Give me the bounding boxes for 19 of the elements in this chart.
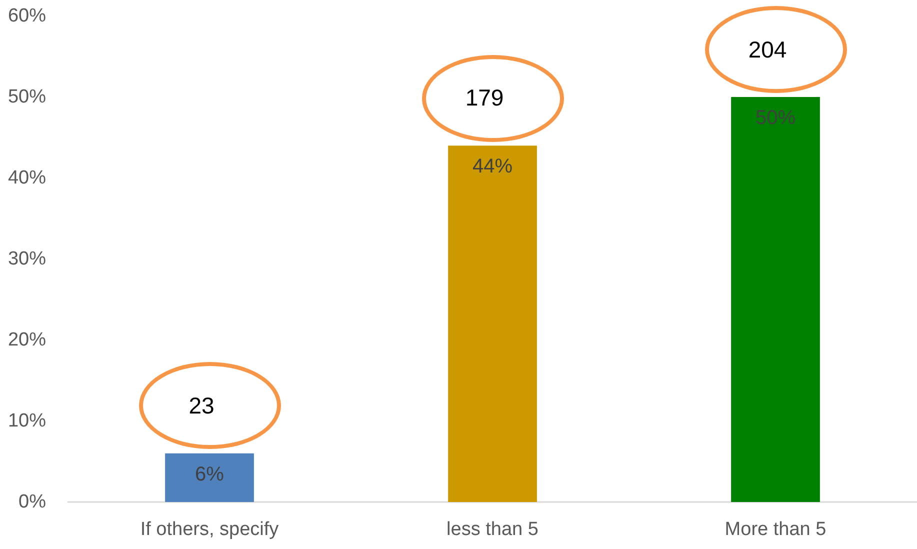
x-tick-label: More than 5	[724, 519, 826, 540]
y-tick-label: 30%	[8, 248, 46, 270]
bar	[731, 97, 820, 502]
annotation: 179	[465, 84, 504, 112]
data-label: 6%	[195, 463, 224, 486]
y-tick-label: 40%	[8, 168, 46, 188]
x-tick-label: less than 5	[446, 519, 538, 540]
data-label: 50%	[755, 107, 796, 129]
y-tick-label: 50%	[8, 86, 46, 108]
bar	[448, 146, 537, 502]
y-tick-label: 10%	[8, 410, 46, 432]
y-tick-label: 60%	[8, 6, 46, 26]
annotation: 204	[748, 36, 787, 63]
annotation: 23	[188, 392, 214, 420]
y-tick-label: 20%	[8, 330, 46, 350]
x-tick-label: If others, specify	[140, 519, 280, 540]
bar	[165, 453, 254, 502]
y-tick-label: 0%	[18, 492, 46, 512]
data-label: 44%	[472, 156, 513, 178]
